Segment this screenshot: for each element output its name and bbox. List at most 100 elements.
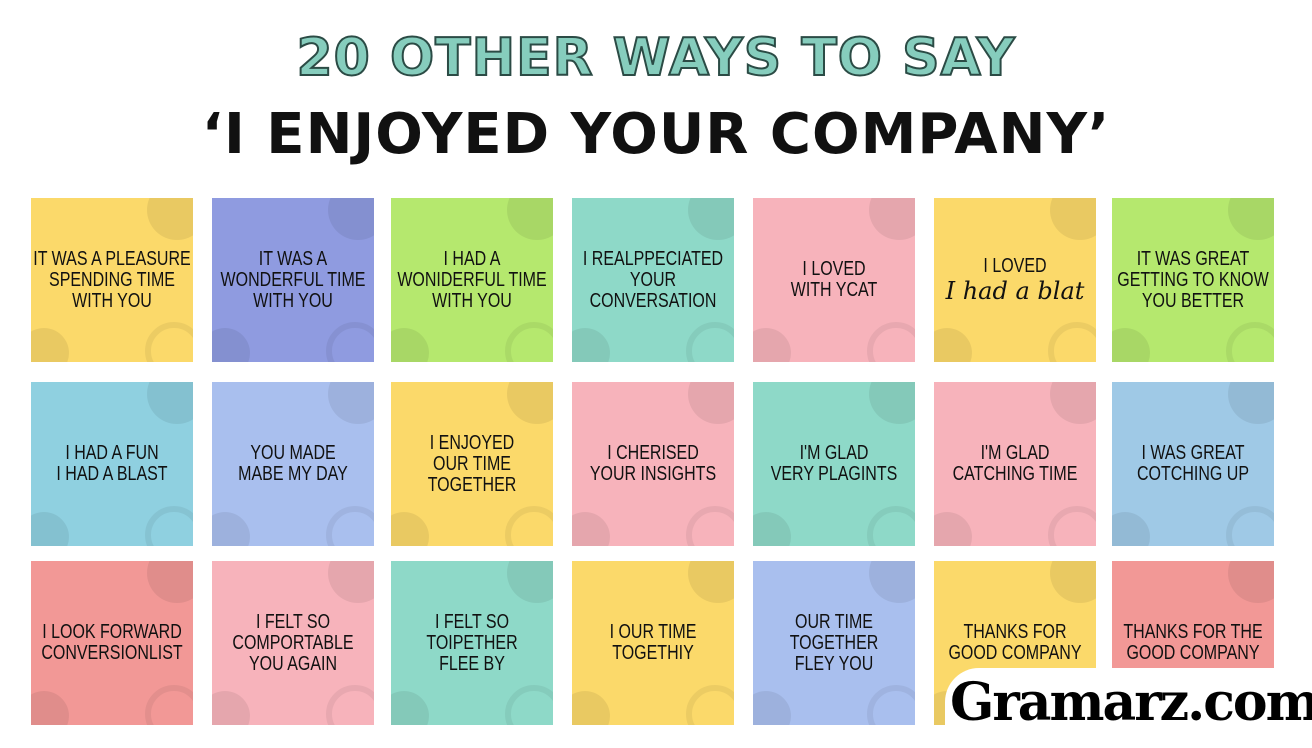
phrase-text: IT WAS GREAT GETTING TO KNOW YOU BETTER [1117,247,1269,312]
phrase-card: I WAS GREAT COTCHING UP [1112,382,1274,546]
decorative-shape [572,691,610,725]
decorative-shape [686,322,734,362]
phrase-wrap: I OUR TIME TOGETHIY [572,622,734,664]
decorative-shape [326,685,374,725]
decorative-shape [328,561,374,603]
phrase-wrap: I HAD A FUN I HAD A BLAST [31,443,193,485]
decorative-shape [1048,506,1096,546]
phrase-text: I'M GLAD VERY PLAGINTS [770,442,898,485]
decorative-shape [328,198,374,240]
phrase-text: I FELT SO TOIPETHER FLEE BY [426,610,518,675]
decorative-shape [328,382,374,424]
decorative-shape [147,382,193,424]
phrase-wrap: I ENJOYED OUR TIME TOGETHER [391,431,553,496]
phrase-card: IT WAS A PLEASURE SPENDING TIME WITH YOU [31,198,193,362]
phrase-text: I ENJOYED OUR TIME TOGETHER [427,431,517,496]
phrase-wrap: OUR TIME TOGETHER FLEY YOU [753,611,915,675]
decorative-shape [391,512,429,546]
decorative-shape [1226,322,1274,362]
phrase-text: YOU MADE MABE MY DAY [238,442,348,485]
phrase-text: THANKS FOR THE GOOD COMPANY [1123,621,1263,664]
phrase-text: I LOVED [983,254,1047,277]
watermark-logo: Gramarz.com [950,672,1312,733]
phrase-card: I REALPPECIATED YOUR CONVERSATION [572,198,734,362]
phrase-card: I OUR TIME TOGETHIY [572,561,734,725]
phrase-wrap: THANKS FOR GOOD COMPANY [934,622,1096,664]
decorative-shape [212,512,250,546]
phrase-card: I ENJOYED OUR TIME TOGETHER [391,382,553,546]
phrase-card: I FELT SO TOIPETHER FLEE BY [391,561,553,725]
phrase-wrap: I HAD A WONIDERFUL TIME WITH YOU [391,248,553,312]
phrase-card: I LOOK FORWARD CONVERSIONLIST [31,561,193,725]
phrase-text: I WAS GREAT COTCHING UP [1137,442,1249,485]
decorative-shape [1228,198,1274,240]
decorative-shape [1050,561,1096,603]
decorative-shape [326,322,374,362]
phrase-wrap: YOU MADE MABE MY DAY [212,443,374,485]
decorative-shape [505,685,553,725]
phrase-wrap: I'M GLAD CATCHING TIME [934,443,1096,485]
phrase-card: OUR TIME TOGETHER FLEY YOU [753,561,915,725]
phrase-text: I FELT SO COMPORTABLE YOU AGAIN [232,610,354,675]
decorative-shape [145,506,193,546]
decorative-shape [212,328,250,362]
decorative-shape [934,512,972,546]
watermark-background [945,668,1312,748]
decorative-shape [686,685,734,725]
phrase-text: THANKS FOR GOOD COMPANY [948,621,1082,664]
phrase-wrap: IT WAS A WONDERFUL TIME WITH YOU [212,247,374,312]
phrase-card: IT WAS A WONDERFUL TIME WITH YOU [212,198,374,362]
decorative-shape [1226,506,1274,546]
phrase-text: I OUR TIME TOGETHIY [609,621,697,664]
decorative-shape [31,691,69,725]
decorative-shape [391,691,429,725]
phrase-text: I REALPPECIATED YOUR CONVERSATION [582,247,724,312]
phrase-text: IT WAS A WONDERFUL TIME WITH YOU [220,247,366,312]
decorative-shape [753,328,791,362]
decorative-shape [572,512,610,546]
phrase-card: I HAD A WONIDERFUL TIME WITH YOU [391,198,553,362]
phrase-card: I CHERISED YOUR INSIGHTS [572,382,734,546]
phrase-card: I HAD A FUN I HAD A BLAST [31,382,193,546]
decorative-shape [326,506,374,546]
phrase-wrap: I CHERISED YOUR INSIGHTS [572,443,734,485]
phrase-card: I'M GLAD CATCHING TIME [934,382,1096,546]
phrase-card: IT WAS GREAT GETTING TO KNOW YOU BETTER [1112,198,1274,362]
decorative-shape [212,691,250,725]
phrase-wrap: IT WAS A PLEASURE SPENDING TIME WITH YOU [31,247,193,312]
decorative-shape [31,512,69,546]
phrase-script-text: I had a blat [945,276,1085,305]
phrase-card: I'M GLAD VERY PLAGINTS [753,382,915,546]
decorative-shape [507,382,553,424]
decorative-shape [1050,198,1096,240]
decorative-shape [391,328,429,362]
decorative-shape [869,382,915,424]
phrase-wrap: I LOVED WITH YCAT [753,259,915,301]
decorative-shape [145,322,193,362]
phrase-wrap: I'M GLAD VERY PLAGINTS [753,443,915,485]
decorative-shape [688,561,734,603]
title-line-2: ‘I ENJOYED YOUR COMPANY’ [201,102,1111,167]
phrase-card: I LOVED I had a blat [934,198,1096,362]
phrase-wrap: I FELT SO COMPORTABLE YOU AGAIN [212,610,374,675]
decorative-shape [1050,382,1096,424]
decorative-shape [686,506,734,546]
phrase-card: I FELT SO COMPORTABLE YOU AGAIN [212,561,374,725]
phrase-text: I'M GLAD CATCHING TIME [952,442,1078,485]
phrase-text: I HAD A FUN I HAD A BLAST [56,442,168,485]
decorative-shape [505,322,553,362]
phrase-wrap: THANKS FOR THE GOOD COMPANY [1112,622,1274,664]
phrase-wrap: I FELT SO TOIPETHER FLEE BY [391,610,553,675]
decorative-shape [145,685,193,725]
decorative-shape [1112,512,1150,546]
decorative-shape [867,322,915,362]
phrase-wrap: I WAS GREAT COTCHING UP [1112,443,1274,485]
phrase-text: I CHERISED YOUR INSIGHTS [589,442,717,485]
decorative-shape [572,328,610,362]
phrase-text: IT WAS A PLEASURE SPENDING TIME WITH YOU [33,247,191,312]
phrase-wrap: I REALPPECIATED YOUR CONVERSATION [572,247,734,312]
phrase-wrap: IT WAS GREAT GETTING TO KNOW YOU BETTER [1112,247,1274,312]
decorative-shape [867,506,915,546]
decorative-shape [688,198,734,240]
title-line-1: 20 OTHER WAYS TO SAY [296,27,1016,89]
